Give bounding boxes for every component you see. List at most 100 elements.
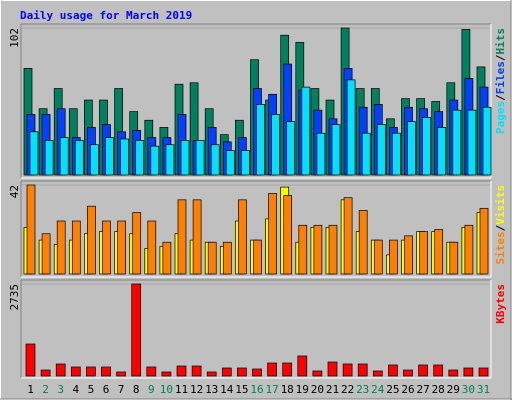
bar <box>221 367 232 377</box>
legend-entry: Visits <box>494 185 507 225</box>
x-tick-label: 6 <box>103 383 110 396</box>
bar <box>55 363 66 377</box>
bar <box>132 212 142 275</box>
legend: Pages/Files/Hits <box>494 28 507 134</box>
bar <box>467 109 477 176</box>
x-tick-label: 11 <box>175 383 188 396</box>
bar <box>448 369 459 377</box>
bar <box>105 137 114 176</box>
bar <box>101 366 111 377</box>
bar <box>116 371 126 377</box>
x-tick-label: 7 <box>118 383 125 396</box>
bar <box>147 220 157 275</box>
bar <box>237 367 247 377</box>
x-tick-label: 17 <box>265 383 278 396</box>
legend-entry: Hits <box>494 28 507 55</box>
bar <box>407 121 416 176</box>
bar <box>29 131 39 176</box>
x-tick-label: 2 <box>42 383 49 396</box>
bar <box>90 144 99 176</box>
bar <box>206 371 217 377</box>
x-tick-label: 12 <box>190 383 203 396</box>
chart-title: Daily usage for March 2019 <box>20 9 192 22</box>
bar <box>150 145 160 176</box>
bar <box>437 127 447 176</box>
panel <box>21 280 491 378</box>
x-tick-label: 14 <box>220 383 234 396</box>
x-tick-label: 9 <box>148 383 155 396</box>
bar <box>297 355 308 377</box>
x-tick-label: 16 <box>250 383 263 396</box>
bar <box>376 124 386 176</box>
bar <box>479 207 489 275</box>
bar <box>207 241 217 275</box>
bar <box>463 367 474 377</box>
y-tick-label: 42 <box>8 185 21 198</box>
x-tick-label: 29 <box>447 383 460 396</box>
bar <box>403 369 413 377</box>
bar <box>70 366 81 377</box>
bar <box>283 195 293 275</box>
bar <box>131 283 142 377</box>
bar <box>71 220 81 275</box>
legend-entry: Files <box>494 61 507 94</box>
bar <box>191 365 202 377</box>
bar <box>388 364 398 377</box>
bar <box>346 79 356 176</box>
legend-separator: / <box>494 224 507 231</box>
bar <box>44 140 54 176</box>
bar <box>268 193 277 275</box>
bar <box>482 106 492 176</box>
bar <box>26 184 36 275</box>
x-tick-label: 4 <box>72 383 79 396</box>
bar <box>222 241 232 275</box>
x-tick-label: 23 <box>356 383 369 396</box>
bar <box>117 220 126 275</box>
bar <box>59 137 69 176</box>
bar <box>358 210 368 275</box>
x-tick-label: 31 <box>477 383 490 396</box>
bar <box>41 233 51 275</box>
bar <box>418 364 428 377</box>
x-tick-label: 27 <box>416 383 429 396</box>
bar <box>343 197 353 275</box>
bar <box>120 138 129 176</box>
x-tick-label: 3 <box>57 383 64 396</box>
bar <box>56 220 66 275</box>
x-tick-label: 25 <box>386 383 399 396</box>
bar <box>328 224 338 275</box>
y-tick-label: 102 <box>8 28 21 48</box>
legend-entry: KBytes <box>494 284 507 324</box>
legend-separator: / <box>494 54 507 61</box>
y-tick-label: 2735 <box>8 284 21 311</box>
legend-entry: Sites <box>494 231 507 264</box>
x-tick-label: 1 <box>27 383 34 396</box>
bar <box>102 220 111 275</box>
bar <box>361 132 371 176</box>
bar <box>210 144 220 176</box>
bar <box>267 362 277 377</box>
bar <box>135 140 145 176</box>
bar <box>419 231 428 275</box>
bar <box>316 132 326 176</box>
bar <box>298 224 308 275</box>
bar <box>177 199 187 275</box>
bar <box>40 369 51 377</box>
bar <box>313 224 323 275</box>
x-tick-label: 13 <box>205 383 218 396</box>
bar <box>252 368 262 377</box>
bar <box>452 109 462 176</box>
bar <box>389 239 398 275</box>
bar <box>434 229 444 275</box>
bar <box>176 365 187 377</box>
legend: Sites/Visits <box>494 185 507 265</box>
bar <box>146 366 157 377</box>
bar <box>161 371 172 377</box>
x-tick-label: 8 <box>133 383 140 396</box>
bar <box>392 132 401 176</box>
bar <box>282 362 293 377</box>
bar <box>312 370 323 377</box>
bar <box>225 150 235 176</box>
legend: KBytes <box>494 284 507 324</box>
